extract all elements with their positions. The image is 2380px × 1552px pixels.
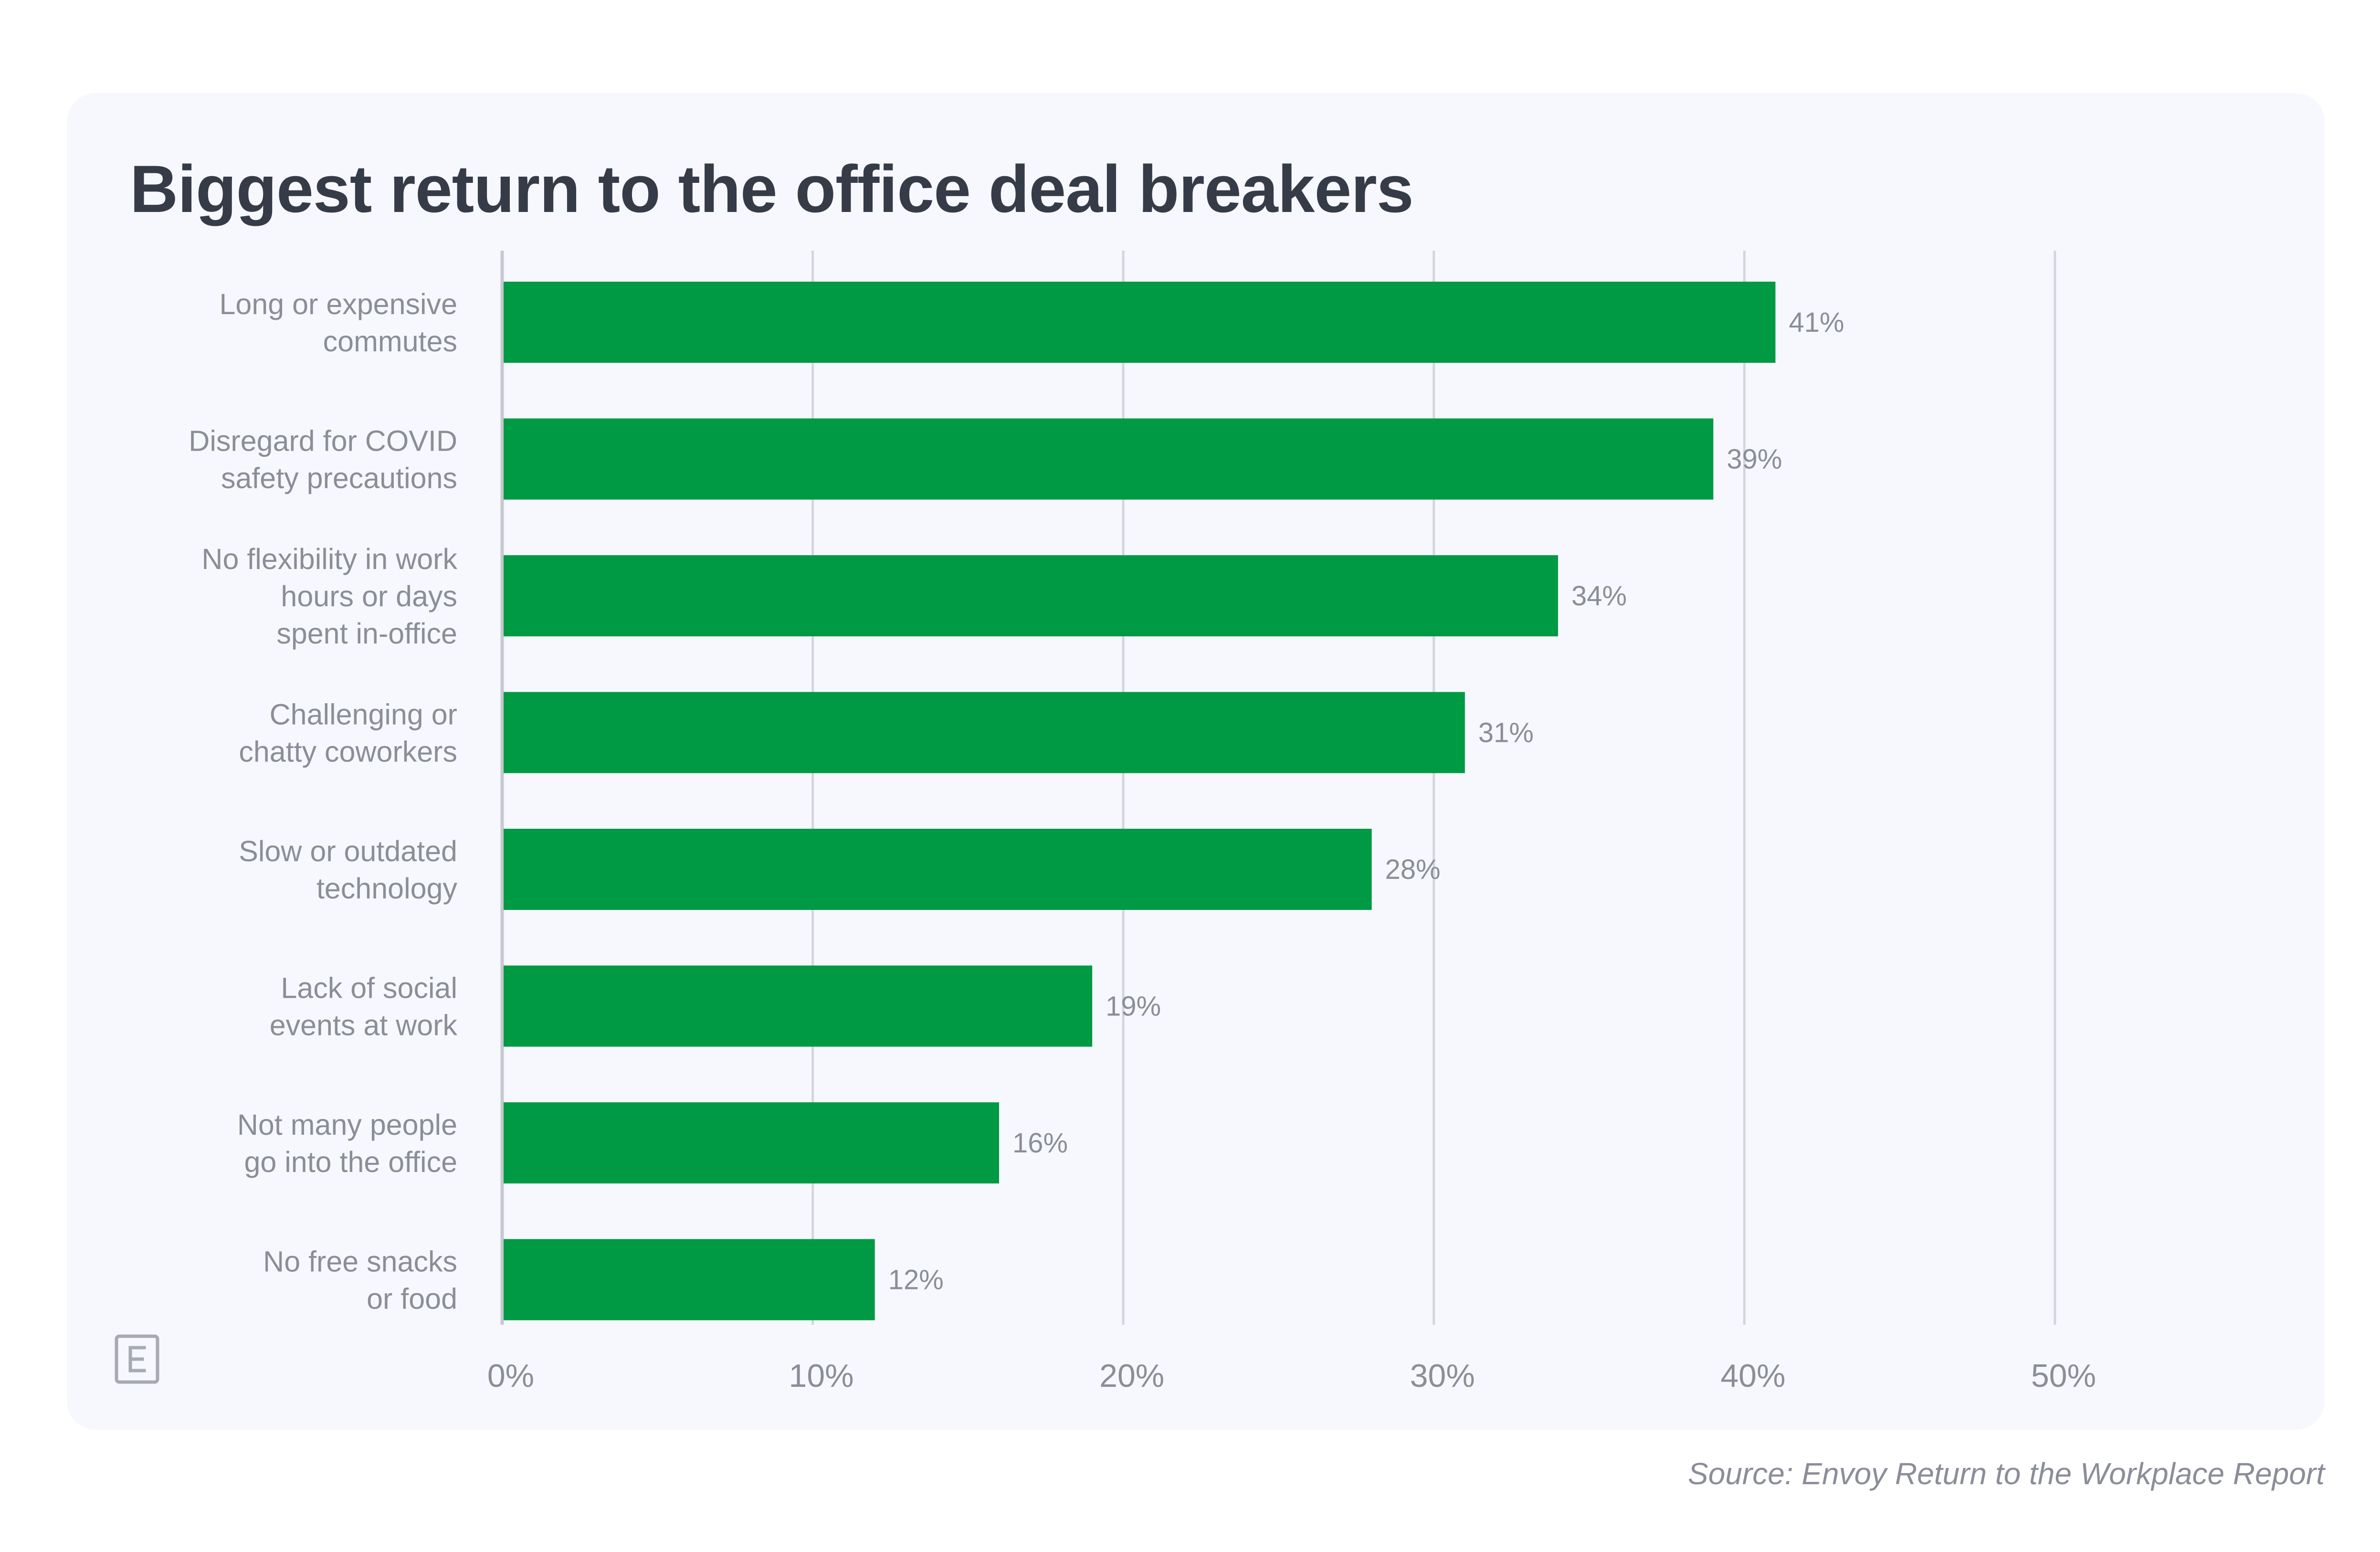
bar — [504, 829, 1372, 910]
category-label: No flexibility in work hours or days spent… — [201, 543, 457, 650]
bar — [504, 1102, 999, 1183]
category-label-line: Slow or outdated — [239, 835, 457, 867]
grid-lines — [500, 251, 2056, 1325]
category-label: No free snacks or food — [263, 1246, 457, 1315]
category-label-line: safety precautions — [221, 462, 457, 495]
category-label-line: spent in-office — [276, 617, 457, 650]
value-label: 39% — [1727, 444, 1782, 475]
category-label-line: commutes — [323, 325, 457, 358]
category-label-line: No free snacks — [263, 1246, 457, 1278]
category-label-line: go into the office — [244, 1146, 457, 1178]
bar — [504, 1239, 875, 1320]
source-note: Source: Envoy Return to the Workplace Re… — [1688, 1457, 2325, 1491]
category-labels: Long or expensive commutes Disregard for C… — [189, 288, 457, 1315]
x-tick-label: 20% — [1099, 1358, 1164, 1394]
chart-title: Biggest return to the office deal breake… — [130, 151, 1414, 226]
value-label: 16% — [1012, 1128, 1068, 1159]
category-label-line: Challenging or — [270, 698, 457, 731]
category-label-line: chatty coworkers — [239, 736, 457, 768]
category-label-line: events at work — [270, 1009, 458, 1042]
category-label: Lack of social events at work — [270, 972, 458, 1042]
value-labels: 41% 39% 34% 31% 28% 19% 16% 12% — [888, 307, 1844, 1296]
category-label-line: Long or expensive — [219, 288, 457, 320]
bar — [504, 555, 1559, 636]
x-tick-label: 10% — [789, 1358, 854, 1394]
x-tick-label: 50% — [2031, 1358, 2096, 1394]
bars — [504, 282, 1776, 1320]
category-label-line: Lack of social — [281, 972, 457, 1004]
bar — [504, 418, 1714, 500]
value-label: 19% — [1106, 991, 1161, 1022]
bar — [504, 965, 1093, 1047]
bar — [504, 692, 1465, 773]
category-label: Disregard for COVID safety precautions — [189, 425, 457, 495]
category-label-line: No flexibility in work — [201, 543, 457, 575]
category-label-line: hours or days — [281, 580, 457, 612]
category-label-line: or food — [367, 1283, 457, 1315]
value-label: 41% — [1789, 307, 1844, 338]
category-label: Not many people go into the office — [237, 1109, 457, 1178]
x-tick-label: 30% — [1410, 1358, 1475, 1394]
value-label: 12% — [888, 1265, 944, 1296]
bar — [504, 282, 1776, 363]
category-label-line: Disregard for COVID — [189, 425, 457, 457]
category-label-line: technology — [316, 872, 458, 905]
x-axis-tick-labels: 0% 10% 20% 30% 40% 50% — [487, 1358, 2096, 1394]
category-label: Long or expensive commutes — [219, 288, 457, 358]
value-label: 31% — [1478, 718, 1534, 749]
category-label: Slow or outdated technology — [239, 835, 457, 905]
value-label: 34% — [1571, 581, 1627, 612]
x-tick-label: 0% — [487, 1358, 534, 1394]
envoy-e-logo-icon — [115, 1334, 159, 1384]
category-label-line: Not many people — [237, 1109, 457, 1141]
x-tick-label: 40% — [1720, 1358, 1785, 1394]
value-label: 28% — [1385, 854, 1441, 885]
category-label: Challenging or chatty coworkers — [239, 698, 457, 768]
